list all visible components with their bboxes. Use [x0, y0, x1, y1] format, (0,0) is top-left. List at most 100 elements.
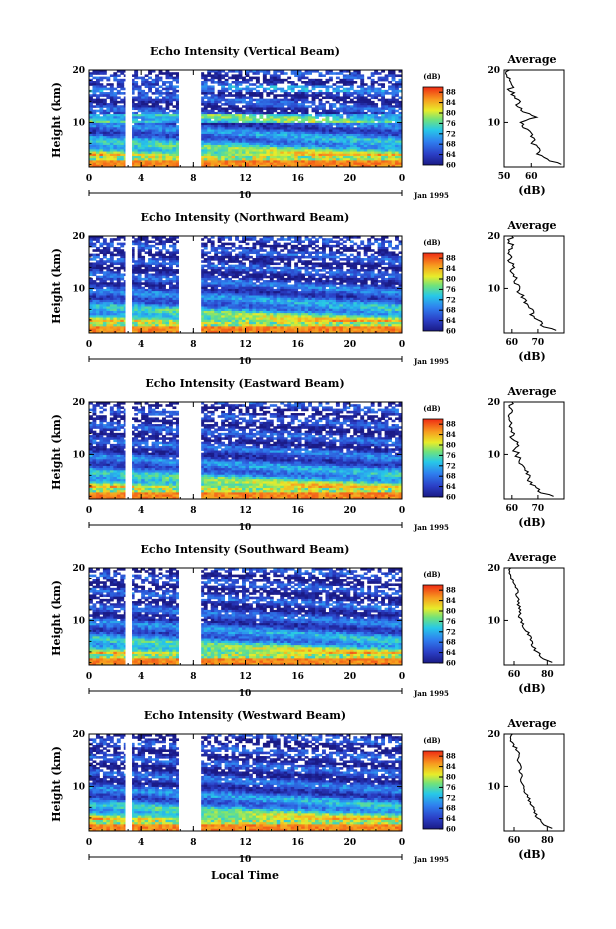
x-tick-label: 12	[239, 174, 252, 184]
colorbar	[422, 252, 444, 332]
colorbar-tick-label: 88	[446, 586, 456, 595]
day-label: 10	[239, 191, 252, 201]
average-title: Average	[506, 385, 556, 398]
average-frame	[503, 733, 565, 832]
average-y-tick-label: 20	[487, 398, 500, 408]
colorbar-tick-label: 64	[446, 814, 456, 823]
colorbar-tick-label: 64	[446, 648, 456, 657]
panel-title: Echo Intensity (Vertical Beam)	[150, 45, 340, 58]
colorbar-unit-label: (dB)	[423, 404, 440, 413]
average-y-tick-label: 20	[487, 66, 500, 76]
heatmap	[89, 568, 403, 666]
average-xlabel: (dB)	[518, 350, 545, 363]
average-title: Average	[506, 551, 556, 564]
colorbar-tick-label: 72	[446, 295, 456, 304]
colorbar-tick-label: 88	[446, 254, 456, 263]
data-gap	[125, 733, 133, 832]
average-y-tick-label: 10	[487, 284, 500, 294]
average-y-tick-label: 20	[487, 232, 500, 242]
average-profile-line	[505, 69, 562, 165]
average-profile-line	[507, 401, 554, 497]
panel-northward-beam: Echo Intensity (Northward Beam) Height (…	[50, 211, 565, 367]
colorbar-tick-label: 80	[446, 441, 456, 450]
average-frame	[503, 235, 565, 334]
data-gap	[178, 733, 202, 832]
x-tick-label: 0	[399, 506, 405, 516]
colorbar-tick-label: 88	[446, 420, 456, 429]
x-tick-label: 20	[344, 672, 357, 682]
y-tick-label: 10	[72, 616, 85, 626]
y-tick-label: 20	[72, 232, 85, 242]
average-title: Average	[506, 53, 556, 66]
colorbar-tick-label: 60	[446, 659, 456, 668]
colorbar	[422, 86, 444, 166]
date-label: Jan 1995	[413, 523, 449, 532]
colorbar-tick-label: 72	[446, 129, 456, 138]
x-tick-label: 12	[239, 340, 252, 350]
colorbar-tick-label: 60	[446, 161, 456, 170]
x-tick-label: 8	[190, 838, 196, 848]
colorbar-unit-label: (dB)	[423, 72, 440, 81]
x-tick-label: 12	[239, 672, 252, 682]
average-x-tick-label: 60	[506, 504, 519, 514]
data-gap	[178, 69, 202, 168]
x-tick-label: 16	[291, 174, 304, 184]
average-title: Average	[506, 219, 556, 232]
average-x-tick-label: 60	[525, 172, 538, 182]
y-tick-label: 10	[72, 450, 85, 460]
x-tick-label: 8	[190, 174, 196, 184]
average-x-tick-label: 60	[508, 836, 521, 846]
colorbar-tick-label: 84	[446, 430, 456, 439]
colorbar-tick-label: 60	[446, 825, 456, 834]
x-tick-label: 4	[138, 506, 144, 516]
average-y-tick-label: 10	[487, 450, 500, 460]
x-tick-label: 12	[239, 506, 252, 516]
data-gap	[178, 401, 202, 500]
heatmap	[89, 70, 403, 168]
colorbar	[422, 418, 444, 498]
data-gap	[125, 567, 133, 666]
average-x-tick-label: 60	[506, 338, 519, 348]
x-tick-label: 20	[344, 174, 357, 184]
colorbar-tick-label: 80	[446, 275, 456, 284]
x-tick-label: 20	[344, 838, 357, 848]
day-label: 10	[239, 855, 252, 865]
x-tick-label: 4	[138, 340, 144, 350]
day-label: 10	[239, 357, 252, 367]
average-x-tick-label: 70	[532, 338, 545, 348]
colorbar	[422, 750, 444, 830]
average-x-tick-label: 60	[508, 670, 521, 680]
x-tick-label: 20	[344, 506, 357, 516]
colorbar-tick-label: 84	[446, 762, 456, 771]
average-x-tick-label: 50	[498, 172, 511, 182]
colorbar-tick-label: 72	[446, 461, 456, 470]
average-title: Average	[506, 717, 556, 730]
data-gap	[125, 235, 133, 334]
average-y-tick-label: 20	[487, 730, 500, 740]
data-gap	[125, 401, 133, 500]
panel-southward-beam: Echo Intensity (Southward Beam) Height (…	[50, 543, 565, 699]
x-tick-label: 0	[86, 672, 92, 682]
x-tick-label: 8	[190, 506, 196, 516]
x-tick-label: 0	[399, 340, 405, 350]
average-y-tick-label: 20	[487, 564, 500, 574]
x-tick-label: 0	[86, 340, 92, 350]
average-profile-line	[509, 733, 553, 829]
x-tick-label: 0	[86, 174, 92, 184]
average-profile-line	[508, 567, 553, 663]
y-tick-label: 10	[72, 118, 85, 128]
colorbar-tick-label: 84	[446, 98, 456, 107]
average-frame	[503, 69, 565, 168]
date-label: Jan 1995	[413, 357, 449, 366]
average-frame	[503, 567, 565, 666]
colorbar-tick-label: 80	[446, 607, 456, 616]
colorbar-unit-label: (dB)	[423, 570, 440, 579]
x-tick-label: 16	[291, 506, 304, 516]
colorbar	[422, 584, 444, 664]
local-time-label: Local Time	[211, 869, 279, 882]
colorbar-tick-label: 88	[446, 88, 456, 97]
colorbar-tick-label: 76	[446, 285, 456, 294]
average-y-tick-label: 10	[487, 616, 500, 626]
x-tick-label: 8	[190, 672, 196, 682]
